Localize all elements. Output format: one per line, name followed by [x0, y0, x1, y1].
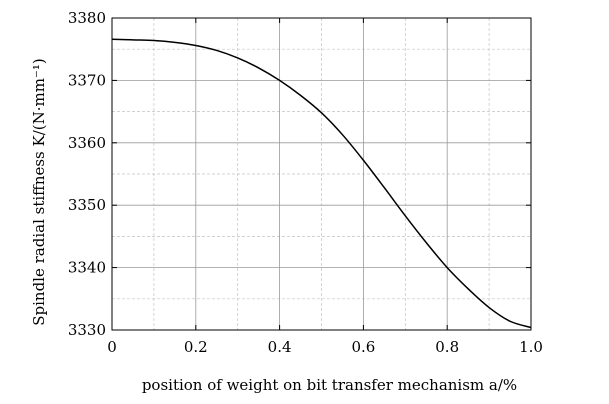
x-tick-label: 0.2 [184, 338, 208, 356]
x-tick-label: 0.8 [435, 338, 459, 356]
x-tick-label: 0.6 [351, 338, 375, 356]
plot-frame [111, 17, 532, 331]
y-tick-label: 3340 [68, 259, 106, 277]
x-tick-label: 0.4 [268, 338, 292, 356]
y-tick-label: 3360 [68, 134, 106, 152]
x-tick-labels: 0 0.2 0.4 0.6 0.8 1.0 [107, 338, 543, 356]
y-tick-label: 3370 [68, 71, 106, 89]
grid [111, 17, 532, 331]
series-line [111, 38, 532, 329]
y-tick-label: 3380 [68, 9, 106, 27]
y-tick-label: 3350 [68, 196, 106, 214]
x-tick-label: 1.0 [519, 338, 543, 356]
y-axis-label: Spindle radial stiffness K/(N·mm⁻¹) [30, 58, 48, 326]
y-tick-label: 3330 [68, 321, 106, 339]
x-axis-label: position of weight on bit transfer mecha… [142, 376, 517, 394]
x-tick-label: 0 [107, 338, 117, 356]
y-tick-labels: 3330 3340 3350 3360 3370 3380 [68, 9, 106, 339]
